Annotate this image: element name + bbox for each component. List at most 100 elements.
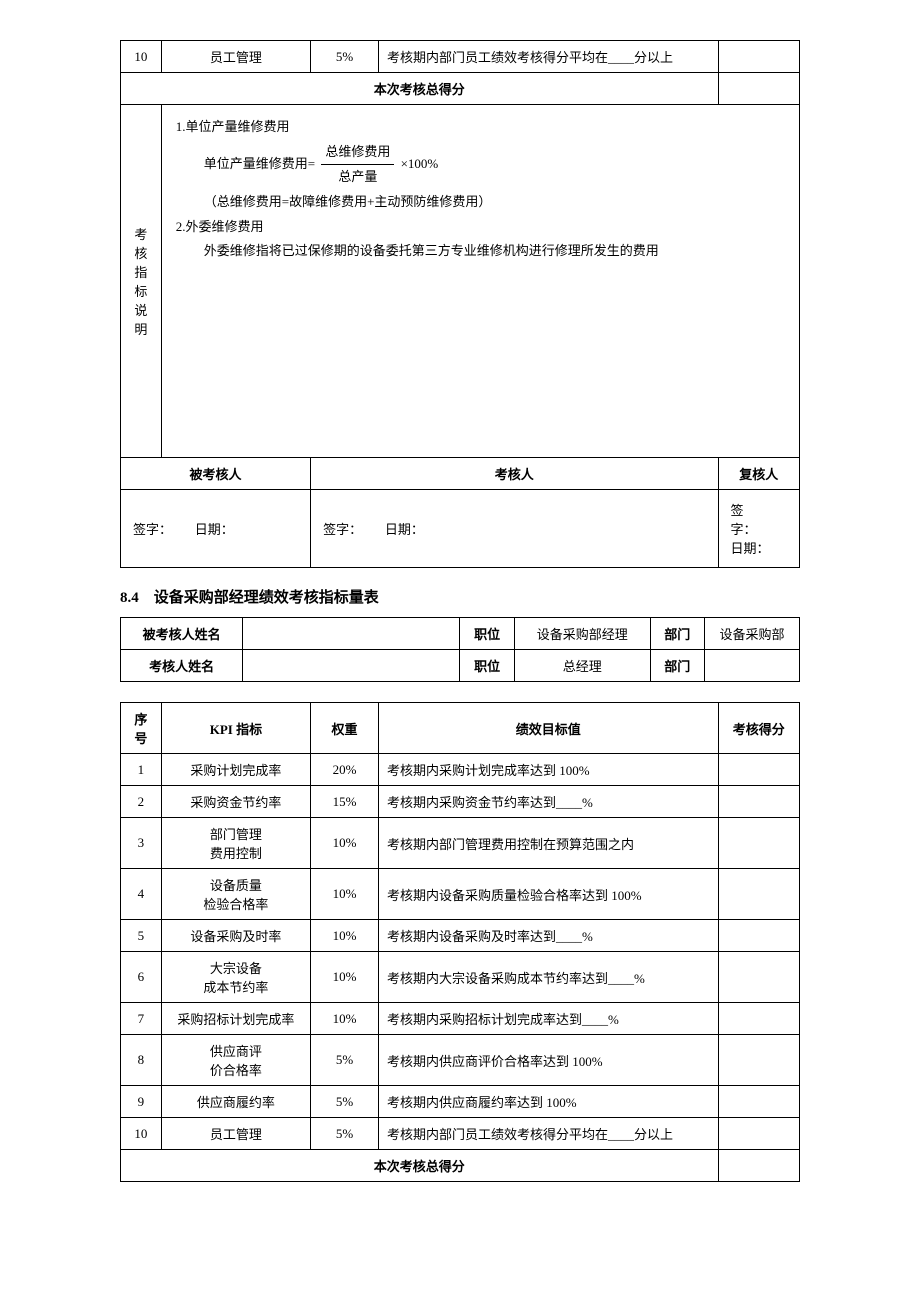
kpi-cell: 大宗设备成本节约率 xyxy=(161,952,310,1003)
weight-cell: 10% xyxy=(311,920,379,952)
signature-header-row: 被考核人 考核人 复核人 xyxy=(121,458,800,490)
seq-cell: 3 xyxy=(121,818,162,869)
kpi-total-score xyxy=(718,1150,799,1182)
hdr-seq: 序号 xyxy=(121,703,162,754)
weight-cell: 5% xyxy=(311,1086,379,1118)
kpi-cell: 采购资金节约率 xyxy=(161,786,310,818)
weight-cell: 15% xyxy=(311,786,379,818)
kpi-header-row: 序号 KPI 指标 权重 绩效目标值 考核得分 xyxy=(121,703,800,754)
target-cell: 考核期内部门员工绩效考核得分平均在____分以上 xyxy=(379,1118,719,1150)
weight-cell: 5% xyxy=(311,1035,379,1086)
weight-cell: 5% xyxy=(311,41,379,73)
sig-cell-2: 签字： 日期： xyxy=(311,490,718,568)
explanation-row: 考核指标说明 1.单位产量维修费用 单位产量维修费用= 总维修费用 总产量 ×1… xyxy=(121,105,800,458)
explanation-body: 1.单位产量维修费用 单位产量维修费用= 总维修费用 总产量 ×100% （总维… xyxy=(161,105,799,458)
score-cell xyxy=(718,754,799,786)
sig-h1: 被考核人 xyxy=(121,458,311,490)
seq-cell: 9 xyxy=(121,1086,162,1118)
target-cell: 考核期内设备采购及时率达到____% xyxy=(379,920,719,952)
info-v3: 设备采购部 xyxy=(704,618,799,650)
table-row: 8供应商评价合格率5%考核期内供应商评价合格率达到 100% xyxy=(121,1035,800,1086)
hdr-target: 绩效目标值 xyxy=(379,703,719,754)
seq-cell: 7 xyxy=(121,1003,162,1035)
seq-cell: 8 xyxy=(121,1035,162,1086)
hdr-weight: 权重 xyxy=(311,703,379,754)
weight-cell: 20% xyxy=(311,754,379,786)
score-cell xyxy=(718,41,799,73)
score-cell xyxy=(718,952,799,1003)
info-l3: 部门 xyxy=(650,618,704,650)
kpi-cell: 部门管理费用控制 xyxy=(161,818,310,869)
kpi-cell: 设备质量检验合格率 xyxy=(161,869,310,920)
kpi-cell: 采购招标计划完成率 xyxy=(161,1003,310,1035)
section-title: 8.4 设备采购部经理绩效考核指标量表 xyxy=(120,586,800,607)
total-row: 本次考核总得分 xyxy=(121,73,800,105)
target-cell: 考核期内采购招标计划完成率达到____% xyxy=(379,1003,719,1035)
seq-cell: 6 xyxy=(121,952,162,1003)
expl-formula-prefix: 单位产量维修费用= xyxy=(204,156,315,171)
weight-cell: 10% xyxy=(311,818,379,869)
expl-label-text: 考核指标说明 xyxy=(134,227,147,337)
kpi-total-row: 本次考核总得分 xyxy=(121,1150,800,1182)
target-cell: 考核期内设备采购质量检验合格率达到 100% xyxy=(379,869,719,920)
seq-cell: 4 xyxy=(121,869,162,920)
table-row: 10员工管理5%考核期内部门员工绩效考核得分平均在____分以上 xyxy=(121,1118,800,1150)
info-l1: 被考核人姓名 xyxy=(121,618,243,650)
score-cell xyxy=(718,1035,799,1086)
expl-line4: 2.外委维修费用 xyxy=(176,215,785,240)
date-label-2: 日期： xyxy=(385,522,424,537)
table-row: 5设备采购及时率10%考核期内设备采购及时率达到____% xyxy=(121,920,800,952)
info-v1 xyxy=(243,618,460,650)
kpi-cell: 设备采购及时率 xyxy=(161,920,310,952)
seq-cell: 2 xyxy=(121,786,162,818)
hdr-score: 考核得分 xyxy=(718,703,799,754)
kpi-table: 序号 KPI 指标 权重 绩效目标值 考核得分 1采购计划完成率20%考核期内采… xyxy=(120,702,800,1182)
date-label-1: 日期： xyxy=(195,522,234,537)
expl-line3: （总维修费用=故障维修费用+主动预防维修费用） xyxy=(176,190,785,215)
total-score xyxy=(718,73,799,105)
seq-cell: 5 xyxy=(121,920,162,952)
sig-cell-1: 签字： 日期： xyxy=(121,490,311,568)
score-cell xyxy=(718,920,799,952)
table-row: 6大宗设备成本节约率10%考核期内大宗设备采购成本节约率达到____% xyxy=(121,952,800,1003)
table-row: 4设备质量检验合格率10%考核期内设备采购质量检验合格率达到 100% xyxy=(121,869,800,920)
info-row-2: 考核人姓名 职位 总经理 部门 xyxy=(121,650,800,682)
expl-formula-suffix: ×100% xyxy=(401,156,439,171)
info-l2: 职位 xyxy=(460,618,514,650)
target-cell: 考核期内部门员工绩效考核得分平均在____分以上 xyxy=(379,41,719,73)
sig-h2: 考核人 xyxy=(311,458,718,490)
info2-v3 xyxy=(704,650,799,682)
frac-denominator: 总产量 xyxy=(321,165,394,190)
weight-cell: 5% xyxy=(311,1118,379,1150)
hdr-kpi: KPI 指标 xyxy=(161,703,310,754)
target-cell: 考核期内供应商履约率达到 100% xyxy=(379,1086,719,1118)
seq-cell: 1 xyxy=(121,754,162,786)
frac-numerator: 总维修费用 xyxy=(321,140,394,166)
score-cell xyxy=(718,1003,799,1035)
table-row: 2采购资金节约率15%考核期内采购资金节约率达到____% xyxy=(121,786,800,818)
sig-label-1: 签字： xyxy=(133,522,172,537)
score-cell xyxy=(718,869,799,920)
target-cell: 考核期内大宗设备采购成本节约率达到____% xyxy=(379,952,719,1003)
kpi-cell: 员工管理 xyxy=(161,41,310,73)
table-row: 7采购招标计划完成率10%考核期内采购招标计划完成率达到____% xyxy=(121,1003,800,1035)
kpi-cell: 供应商评价合格率 xyxy=(161,1035,310,1086)
target-cell: 考核期内采购计划完成率达到 100% xyxy=(379,754,719,786)
weight-cell: 10% xyxy=(311,1003,379,1035)
kpi-cell: 员工管理 xyxy=(161,1118,310,1150)
info2-l1: 考核人姓名 xyxy=(121,650,243,682)
explanation-label: 考核指标说明 xyxy=(121,105,162,458)
info-table: 被考核人姓名 职位 设备采购部经理 部门 设备采购部 考核人姓名 职位 总经理 … xyxy=(120,617,800,682)
sig-label-3: 签字： xyxy=(731,503,757,537)
info2-v1 xyxy=(243,650,460,682)
score-cell xyxy=(718,786,799,818)
weight-cell: 10% xyxy=(311,869,379,920)
sig-label-2: 签字： xyxy=(323,522,362,537)
table1: 10 员工管理 5% 考核期内部门员工绩效考核得分平均在____分以上 本次考核… xyxy=(120,40,800,568)
score-cell xyxy=(718,1086,799,1118)
info2-l2: 职位 xyxy=(460,650,514,682)
kpi-total-label: 本次考核总得分 xyxy=(121,1150,719,1182)
sig-cell-3: 签字： 日期： xyxy=(718,490,799,568)
weight-cell: 10% xyxy=(311,952,379,1003)
info2-l3: 部门 xyxy=(650,650,704,682)
